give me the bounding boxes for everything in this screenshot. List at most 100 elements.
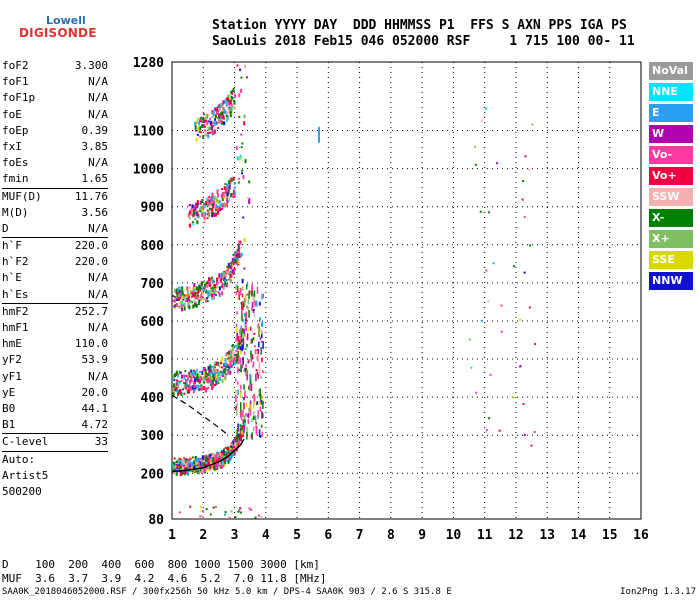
param-value: 11.76 — [74, 189, 108, 203]
echo-point — [205, 454, 208, 457]
echo-point — [197, 457, 200, 460]
echo-point — [181, 471, 184, 474]
echo-point — [185, 299, 188, 302]
legend-item: W — [649, 125, 693, 143]
echo-point — [250, 350, 252, 356]
echo-point — [183, 464, 186, 467]
echo-point — [222, 285, 225, 290]
param-name: h`F — [2, 239, 22, 253]
echo-point — [474, 145, 477, 148]
echo-point — [192, 389, 195, 394]
density-profile-extrapolation — [171, 394, 229, 436]
echo-point — [236, 342, 239, 347]
echo-point — [519, 365, 522, 368]
echo-point — [194, 295, 197, 298]
echo-point — [239, 340, 242, 345]
echo-point — [248, 407, 251, 412]
echo-point — [194, 302, 197, 307]
echo-point — [218, 273, 221, 278]
param-name: foF1p — [2, 91, 36, 105]
echo-point — [255, 402, 258, 406]
param-value: N/A — [88, 271, 108, 285]
echo-point — [192, 223, 195, 226]
x-tick-label: 7 — [356, 528, 364, 543]
echo-point — [250, 508, 253, 511]
echo-point — [226, 265, 229, 268]
echo-point — [196, 220, 199, 225]
echo-point — [242, 419, 244, 425]
x-tick-label: 8 — [387, 528, 395, 543]
echo-point — [213, 291, 216, 294]
echo-point — [261, 431, 264, 437]
echo-point — [244, 333, 246, 337]
echo-point — [233, 193, 236, 198]
echo-point — [229, 93, 232, 98]
param-value: 4.72 — [81, 418, 109, 432]
echo-point — [194, 456, 197, 461]
echo-point — [226, 370, 229, 375]
echo-point — [201, 289, 204, 294]
echo-point — [178, 286, 181, 289]
echo-point — [213, 458, 216, 461]
echo-point — [247, 419, 250, 424]
echo-point — [196, 297, 199, 300]
param-name: B0 — [2, 401, 16, 415]
echo-point — [188, 371, 191, 374]
echo-point — [217, 456, 220, 461]
echo-point — [173, 464, 176, 469]
echo-point — [195, 286, 198, 291]
echo-point — [233, 187, 236, 190]
echo-point — [199, 286, 202, 291]
x-tick-label: 2 — [199, 528, 207, 543]
echo-point — [480, 119, 483, 122]
echo-point — [223, 194, 226, 197]
echo-point — [254, 349, 257, 355]
echo-point — [253, 395, 256, 403]
echo-point — [260, 341, 263, 344]
echo-point — [256, 400, 259, 405]
echo-point — [178, 468, 181, 473]
echo-point — [240, 344, 243, 347]
echo-point — [200, 284, 203, 287]
echo-point — [261, 293, 263, 300]
echo-point — [202, 119, 205, 122]
echo-point — [212, 367, 215, 372]
param-row: C-level 33 — [2, 434, 108, 450]
echo-point — [238, 290, 240, 298]
echo-point — [253, 310, 256, 318]
echo-point — [186, 459, 189, 462]
header-line-2: SaoLuis 2018 Feb15 046 052000 RSF 1 715 … — [212, 34, 635, 49]
echo-point — [230, 510, 233, 513]
echo-point — [176, 298, 179, 301]
echo-point — [202, 367, 205, 372]
echo-point — [224, 362, 227, 367]
echo-point — [207, 464, 210, 469]
echo-point — [255, 373, 257, 382]
echo-point — [220, 119, 223, 124]
echo-point — [523, 271, 526, 274]
echo-point — [234, 257, 237, 260]
echo-point — [175, 386, 178, 389]
echo-point — [240, 133, 243, 136]
echo-point — [187, 298, 190, 301]
echo-point — [245, 402, 248, 407]
echo-point — [183, 374, 186, 377]
echo-point — [195, 297, 198, 300]
param-name: fxI — [2, 139, 22, 153]
echo-point — [213, 287, 216, 292]
echo-point — [176, 470, 179, 473]
echo-point — [235, 405, 238, 409]
echo-point — [194, 291, 197, 296]
echo-point — [184, 458, 187, 463]
echo-point — [207, 290, 210, 295]
echo-point — [211, 297, 214, 300]
param-value: 3.56 — [81, 205, 109, 219]
echo-point — [227, 460, 230, 465]
echo-point — [241, 313, 243, 322]
echo-point — [205, 203, 208, 206]
echo-point — [220, 103, 223, 108]
legend-item: X- — [649, 209, 693, 227]
echo-point — [206, 465, 209, 470]
echo-point — [222, 100, 225, 105]
echo-point — [176, 375, 179, 378]
